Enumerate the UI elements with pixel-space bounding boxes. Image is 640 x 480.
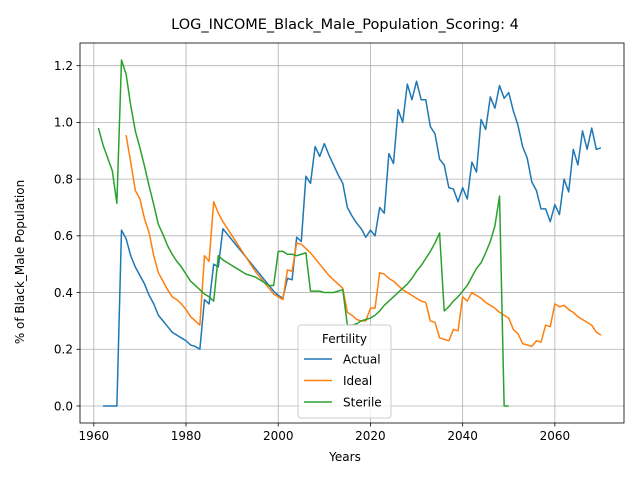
- y-tick-label: 0.0: [54, 399, 73, 413]
- series-lines: [97, 59, 602, 407]
- x-tick-label: 1960: [79, 429, 110, 443]
- x-axis-label: Years: [328, 450, 361, 464]
- x-tick-label: 1980: [171, 429, 202, 443]
- x-tick-label: 2000: [263, 429, 294, 443]
- legend-title: Fertility: [322, 332, 367, 346]
- y-tick-label: 1.0: [54, 116, 73, 130]
- y-tick-label: 0.4: [54, 286, 73, 300]
- x-tick-label: 2020: [355, 429, 386, 443]
- y-axis-label: % of Black_Male Population: [13, 180, 27, 344]
- series-line-sterile: [97, 59, 509, 407]
- series-line-actual: [103, 80, 602, 407]
- chart-title: LOG_INCOME_Black_Male_Population_Scoring…: [171, 17, 519, 33]
- plot-frame: [79, 42, 625, 424]
- y-tick-label: 1.2: [54, 59, 73, 73]
- x-tick-label: 2040: [447, 429, 478, 443]
- y-tick-label: 0.2: [54, 343, 73, 357]
- legend-label-actual: Actual: [343, 352, 381, 366]
- legend-label-sterile: Sterile: [343, 395, 382, 409]
- grid: [80, 43, 624, 423]
- x-tick-label: 2060: [540, 429, 571, 443]
- y-tick-label: 0.6: [54, 229, 73, 243]
- legend-label-ideal: Ideal: [343, 374, 372, 388]
- legend: Fertility Actual Ideal Sterile: [297, 324, 392, 419]
- legend-box: [297, 324, 392, 419]
- axis-ticks: 1960 1980 2000 2020 2040 2060 0.0 0.2 0.4 0.6 0.8 1…: [54, 59, 570, 443]
- y-tick-label: 0.8: [54, 172, 73, 186]
